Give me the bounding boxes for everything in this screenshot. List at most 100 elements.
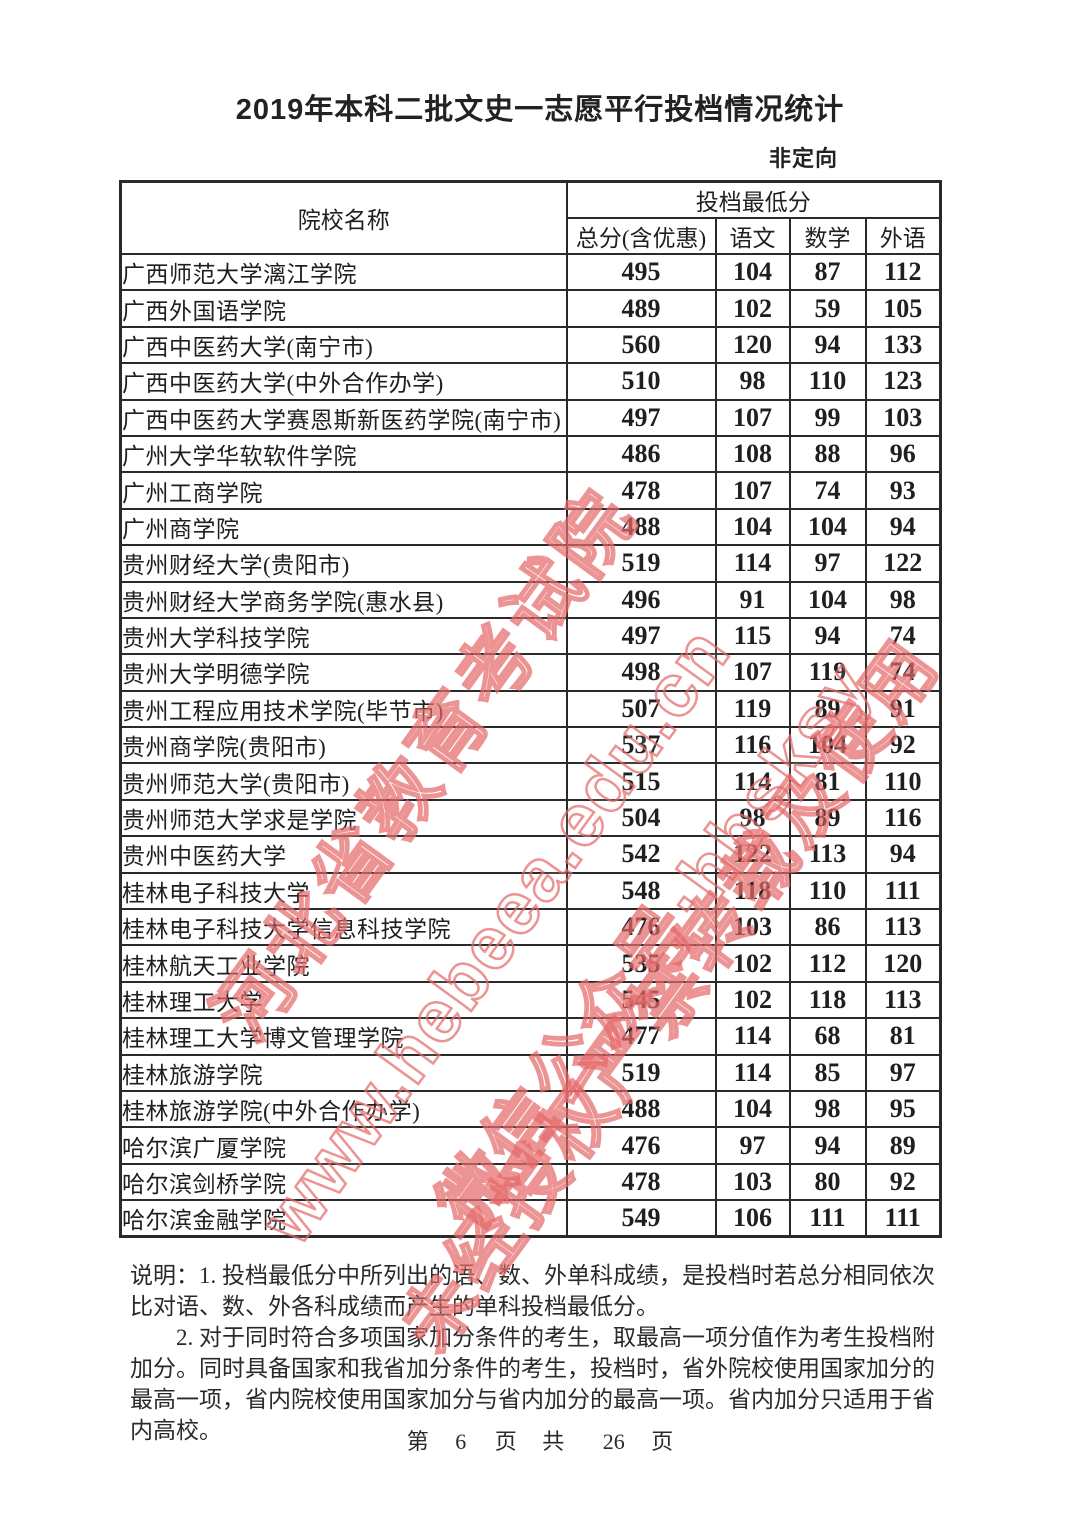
score-cell: 476 [565,1126,717,1165]
score-cell: 104 [788,507,867,547]
table-row: 桂林航天工业学院 535 102 112 120 [119,944,942,983]
score-cell: 111 [864,1199,942,1238]
score-cell: 103 [714,908,791,947]
score-cell: 116 [864,798,942,838]
college-name-cell: 贵州财经大学(贵阳市) [119,544,568,583]
score-cell: 74 [788,471,867,510]
score-cell: 98 [714,362,791,401]
score-cell: 120 [714,325,791,365]
score-cell: 94 [788,325,867,365]
score-cell: 102 [714,289,791,328]
college-name-cell: 广西中医药大学(中外合作办学) [119,362,568,401]
score-cell: 94 [864,507,942,547]
page-number-footer: 第 6 页 共 26 页 [0,1424,1080,1456]
score-cell: 537 [565,726,717,765]
score-cell: 113 [788,835,867,874]
score-cell: 104 [714,252,791,292]
score-cell: 92 [864,726,942,765]
score-cell: 118 [788,980,867,1020]
current-page-number: 6 [455,1429,467,1454]
score-cell: 85 [788,1053,867,1092]
college-name-cell: 贵州商学院(贵阳市) [119,726,568,765]
table-row: 贵州师范大学求是学院 504 98 89 116 [119,798,942,838]
table-row: 桂林电子科技大学信息科技学院 476 103 86 113 [119,908,942,947]
score-cell: 122 [864,544,942,583]
score-cell: 107 [714,653,791,692]
score-cell: 110 [864,762,942,801]
score-cell: 111 [864,871,942,911]
table-row: 贵州工程应用技术学院(毕节市) 507 119 89 91 [119,689,942,729]
table-row: 广西中医药大学(中外合作办学) 510 98 110 123 [119,362,942,401]
table-row: 广西中医药大学赛恩斯新医药学院(南宁市) 497 107 99 103 [119,398,942,437]
college-name-cell: 贵州中医药大学 [119,835,568,874]
college-name-cell: 贵州工程应用技术学院(毕节市) [119,689,568,729]
college-name-cell: 广西中医药大学(南宁市) [119,325,568,365]
score-cell: 104 [714,507,791,547]
college-name-cell: 广西师范大学漓江学院 [119,252,568,292]
table-row: 贵州财经大学(贵阳市) 519 114 97 122 [119,544,942,583]
score-cell: 114 [714,544,791,583]
score-cell: 489 [565,289,717,328]
score-cell: 105 [864,289,942,328]
college-name-cell: 哈尔滨广厦学院 [119,1126,568,1165]
score-cell: 548 [565,871,717,911]
college-name-cell: 哈尔滨金融学院 [119,1199,568,1238]
min-score-group-header: 投档最低分 [565,180,942,219]
score-cell: 476 [565,908,717,947]
score-cell: 93 [864,471,942,510]
college-name-cell: 贵州大学科技学院 [119,616,568,656]
score-cell: 97 [714,1126,791,1165]
score-cell: 94 [864,835,942,874]
college-name-cell: 桂林理工大学博文管理学院 [119,1017,568,1056]
math-score-header: 数学 [788,217,867,255]
page-footer-prefix: 第 [406,1429,429,1454]
score-cell: 107 [714,471,791,510]
page-footer-suffix: 页 [651,1429,674,1454]
score-table: 院校名称 投档最低分 总分(含优惠) 语文 数学 外语 广西师范大学漓江学院 49… [119,180,942,1239]
score-cell: 89 [788,689,867,729]
score-cell: 96 [864,434,942,474]
score-cell: 478 [565,471,717,510]
college-name-cell: 贵州师范大学求是学院 [119,798,568,838]
score-cell: 104 [788,580,867,619]
college-name-cell: 桂林航天工业学院 [119,944,568,983]
score-cell: 495 [565,252,717,292]
score-cell: 91 [864,689,942,729]
table-row: 贵州财经大学商务学院(惠水县) 496 91 104 98 [119,580,942,619]
chinese-score-header: 语文 [714,217,791,255]
note-2: 2. 对于同时符合多项国家加分条件的考生，取最高一项分值作为考生投档附加分。同时… [130,1325,935,1443]
score-cell: 519 [565,1053,717,1092]
score-cell: 113 [864,980,942,1020]
score-cell: 107 [714,398,791,437]
score-cell: 119 [788,653,867,692]
college-name-cell: 桂林电子科技大学信息科技学院 [119,908,568,947]
score-cell: 108 [714,434,791,474]
score-cell: 104 [714,1089,791,1129]
table-row: 广州商学院 488 104 104 94 [119,507,942,547]
college-name-cell: 广州工商学院 [119,471,568,510]
score-cell: 81 [788,762,867,801]
score-table-body: 广西师范大学漓江学院 495 104 87 112 广西外国语学院 489 102 59 105 广… [119,252,942,1238]
score-cell: 560 [565,325,717,365]
college-name-cell: 桂林旅游学院(中外合作办学) [119,1089,568,1129]
college-name-cell: 广州大学华软软件学院 [119,434,568,474]
score-cell: 118 [714,871,791,911]
score-cell: 103 [714,1162,791,1202]
table-row: 广州大学华软软件学院 486 108 88 96 [119,434,942,474]
college-name-cell: 贵州大学明德学院 [119,653,568,692]
table-row: 广州工商学院 478 107 74 93 [119,471,942,510]
score-cell: 68 [788,1017,867,1056]
college-name-cell: 哈尔滨剑桥学院 [119,1162,568,1202]
college-name-cell: 广西中医药大学赛恩斯新医药学院(南宁市) [119,398,568,437]
score-cell: 510 [565,362,717,401]
table-row: 广西外国语学院 489 102 59 105 [119,289,942,328]
score-cell: 549 [565,1199,717,1238]
orientation-label: 非定向 [769,146,839,171]
score-cell: 97 [864,1053,942,1092]
college-name-cell: 桂林理工大学 [119,980,568,1020]
score-cell: 106 [714,1199,791,1238]
score-cell: 133 [864,325,942,365]
score-cell: 110 [788,871,867,911]
score-cell: 88 [788,434,867,474]
college-name-cell: 桂林电子科技大学 [119,871,568,911]
